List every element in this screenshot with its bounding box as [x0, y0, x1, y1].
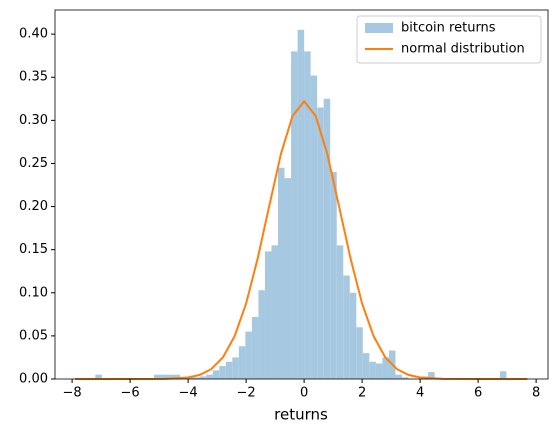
bar — [95, 374, 102, 379]
bar — [199, 376, 207, 379]
y-tick-label: 0.15 — [19, 242, 48, 257]
bar — [278, 167, 285, 379]
legend-label: bitcoin returns — [401, 21, 496, 36]
y-tick-label: 0.10 — [19, 285, 48, 300]
x-tick-label: −6 — [121, 386, 140, 401]
bar — [323, 98, 331, 380]
plot-frame — [54, 9, 549, 380]
x-tick-label: 6 — [474, 386, 482, 401]
bar — [173, 374, 181, 379]
x-tick-label: −4 — [179, 386, 198, 401]
bar — [428, 372, 435, 379]
bar — [382, 357, 389, 379]
bar — [343, 275, 350, 379]
y-tick-label: 0.25 — [19, 156, 48, 171]
bar — [330, 172, 337, 379]
bar — [232, 357, 239, 379]
legend-box — [356, 15, 542, 64]
bar — [212, 370, 220, 379]
x-tick-label: 8 — [532, 386, 540, 401]
y-tick-label: 0.20 — [19, 199, 48, 214]
x-tick-label: 2 — [358, 386, 366, 401]
bar — [167, 374, 174, 379]
bar — [258, 290, 265, 379]
bar — [375, 363, 383, 379]
bar — [238, 346, 246, 379]
legend-label: normal distribution — [401, 42, 525, 57]
bar — [297, 29, 305, 380]
bar — [206, 374, 213, 379]
bar — [317, 107, 324, 379]
legend: bitcoin returns normal distribution — [356, 15, 542, 64]
bar — [362, 353, 370, 379]
bar — [245, 331, 252, 379]
legend-swatch — [365, 23, 393, 33]
y-tick-label: 0.05 — [19, 328, 48, 343]
bar — [264, 251, 272, 379]
bar — [251, 316, 259, 379]
x-tick-label: 4 — [416, 386, 424, 401]
bar — [291, 51, 298, 379]
bar — [395, 374, 402, 379]
bar — [225, 361, 233, 379]
bar — [160, 374, 168, 379]
x-axis-label: returns — [274, 406, 328, 424]
bar — [336, 245, 344, 379]
bar — [284, 178, 292, 379]
bar — [349, 292, 357, 379]
bar — [401, 377, 409, 379]
bar — [369, 361, 376, 379]
bar — [271, 245, 279, 379]
line — [75, 99, 528, 380]
bar — [186, 377, 194, 379]
bar — [356, 327, 363, 379]
bar — [304, 51, 311, 379]
bar — [310, 75, 318, 379]
x-tick-label: −2 — [237, 386, 256, 401]
y-tick-label: 0.30 — [19, 113, 48, 128]
y-tick-label: 0.35 — [19, 70, 48, 85]
bar — [499, 371, 507, 379]
bar — [219, 366, 226, 379]
x-tick-label: −8 — [63, 386, 82, 401]
bar — [193, 377, 200, 379]
y-tick-label: 0.40 — [19, 27, 48, 42]
x-tick-label: 0 — [300, 386, 308, 401]
bar — [154, 374, 161, 379]
y-tick-label: 0.00 — [19, 372, 48, 387]
